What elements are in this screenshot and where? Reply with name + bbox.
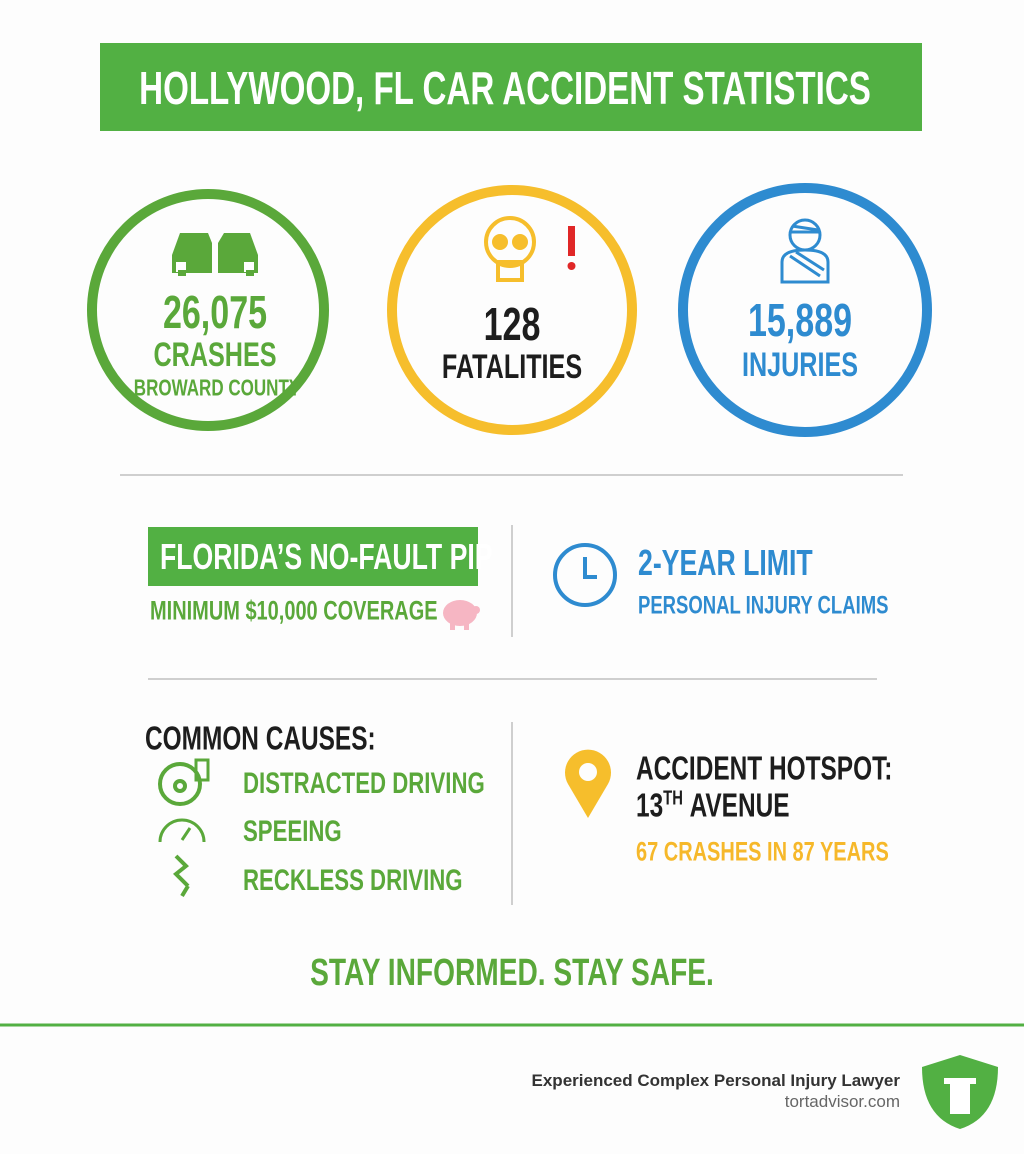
tagline: STAY INFORMED. STAY SAFE. [310,952,714,994]
stat-value: 15,889 [747,294,853,346]
car-icon [172,233,258,276]
hotspot-text: 67 CRASHES IN 87 YEARS [636,836,889,867]
location-number: 13 [636,786,664,824]
pin-icon [565,749,611,818]
title-banner [100,43,922,131]
footer-site: tortadvisor.com [784,1092,900,1111]
stat-label: INJURIES [741,346,859,384]
crashes-ring [87,189,329,431]
title: HOLLYWOOD, FL CAR ACCIDENT STATISTICS [139,62,871,114]
stat-sublabel: BROWARD COUNTY [133,374,301,401]
cause-item: RECKLESS DRIVING [243,864,463,897]
pip-banner [148,527,478,586]
limit-title: 2-YEAR LIMIT [638,542,813,583]
stat-value: 128 [483,298,541,350]
alert-icon [567,226,576,270]
injuries-ring [678,183,932,437]
phone-wheel-icon [158,758,210,806]
pip-title: FLORIDA’S NO-FAULT PIP [160,536,493,577]
hotspot-location: 13TH AVENUE [636,789,790,822]
stat-label: CRASHES [153,336,277,374]
piggy-icon [443,600,480,630]
pip-text: MINIMUM $10,000 COVERAGE [150,595,438,626]
location-name: AVENUE [689,786,790,824]
limit-text: PERSONAL INJURY CLAIMS [638,591,889,620]
stat-label: FATALITIES [441,348,583,386]
hotspot-title: ACCIDENT HOTSPOT: [636,749,893,787]
stat-value: 26,075 [162,286,268,338]
location-suffix: TH [663,787,683,810]
cause-item: SPEEING [243,815,342,848]
causes-title: COMMON CAUSES: [145,719,376,757]
speedometer-icon [158,818,206,843]
cause-item: DISTRACTED DRIVING [243,767,485,800]
footer-tagline: Experienced Complex Personal Injury Lawy… [531,1071,900,1090]
fatalities-ring [387,185,637,435]
clock-icon [553,543,617,607]
injury-icon [780,218,830,284]
logo-shield [922,1055,998,1129]
skull-icon [484,216,536,282]
reckless-icon [173,854,190,898]
